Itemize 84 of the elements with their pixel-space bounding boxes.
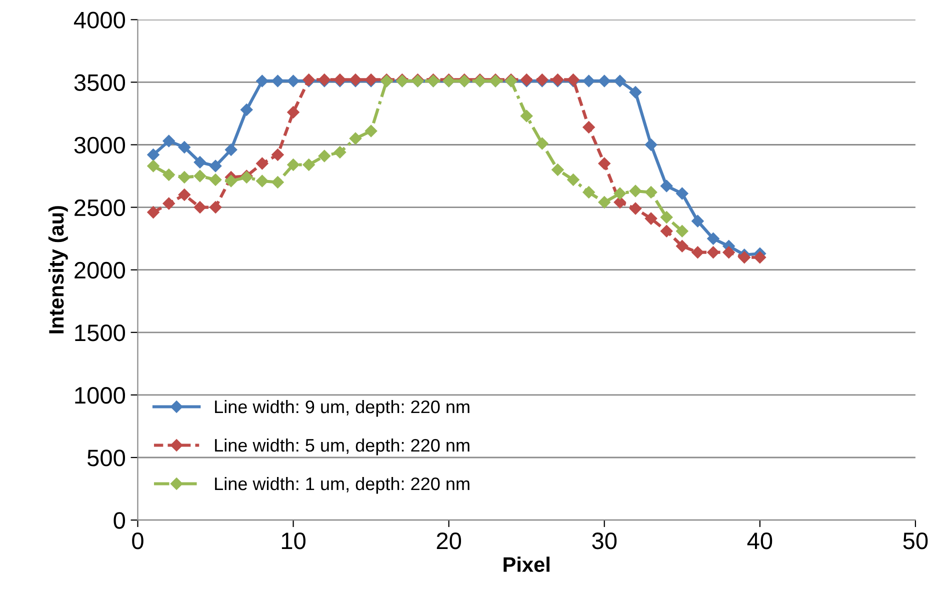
point [224, 144, 238, 156]
x-tick-label: 50 [903, 532, 928, 550]
y-tick-label: 2500 [74, 199, 126, 216]
point [287, 74, 300, 88]
point [707, 232, 720, 245]
legend-label: Line width: 1 um, depth: 220 nm [215, 476, 470, 494]
point [364, 124, 378, 138]
point [598, 74, 610, 88]
y-tick-label: 0 [114, 512, 126, 529]
point [147, 206, 160, 218]
point [240, 104, 253, 116]
point [660, 180, 673, 192]
point [272, 176, 284, 188]
x-axis-title: Pixel [504, 556, 550, 572]
point [178, 171, 190, 184]
legend-label: Line width: 5 um, depth: 220 nm [215, 438, 470, 456]
point [660, 224, 673, 238]
point [256, 174, 268, 188]
point [194, 170, 206, 182]
point [287, 158, 300, 171]
point [162, 197, 175, 210]
point [738, 251, 750, 264]
point [707, 246, 720, 258]
point [349, 132, 362, 145]
point [334, 146, 346, 158]
point [754, 251, 766, 264]
x-tick-label: 0 [132, 532, 144, 550]
point [224, 174, 238, 188]
point [272, 148, 284, 161]
point [644, 212, 658, 225]
point [552, 164, 564, 176]
point [194, 201, 206, 214]
point [162, 134, 175, 148]
point [660, 211, 673, 224]
y-axis-title: Intensity (au) [48, 206, 68, 334]
y-tick-label: 2000 [74, 262, 126, 279]
point [676, 224, 688, 238]
point [209, 160, 222, 172]
point [536, 137, 548, 150]
point [692, 246, 704, 258]
point [629, 202, 642, 215]
point [598, 157, 610, 170]
x-tick-label: 20 [436, 532, 462, 550]
point [209, 174, 222, 186]
point [614, 196, 626, 208]
x-tick-label: 40 [747, 532, 772, 550]
y-tick-label: 3000 [74, 136, 126, 154]
y-tick-label: 4000 [74, 12, 126, 28]
point [629, 184, 642, 198]
point [147, 160, 160, 172]
point [178, 141, 190, 154]
y-tick-label: 3500 [74, 74, 126, 91]
point [582, 121, 595, 134]
legend-label: Line width: 9 um, depth: 220 nm [215, 400, 470, 417]
point [722, 246, 735, 258]
y-tick-label: 1500 [75, 324, 126, 342]
point [256, 157, 268, 170]
point [582, 186, 595, 198]
point [256, 74, 268, 88]
point [582, 74, 595, 88]
y-tick-label: 1000 [75, 387, 126, 404]
point [692, 214, 704, 228]
point [614, 74, 626, 88]
point [614, 187, 626, 200]
point [287, 106, 300, 118]
y-tick-label: 500 [87, 450, 126, 466]
point [629, 86, 642, 98]
point [147, 148, 160, 161]
point [318, 150, 330, 162]
point [194, 156, 206, 168]
point [302, 158, 315, 171]
point [209, 201, 222, 214]
point [567, 174, 580, 186]
point [676, 187, 688, 200]
point [644, 138, 658, 151]
point [272, 74, 284, 88]
point [162, 168, 175, 181]
x-tick-label: 30 [592, 532, 617, 550]
point [520, 110, 533, 122]
x-tick-label: 10 [282, 532, 306, 550]
point [644, 186, 658, 198]
point [178, 188, 190, 201]
point [598, 196, 610, 208]
point [676, 240, 688, 252]
